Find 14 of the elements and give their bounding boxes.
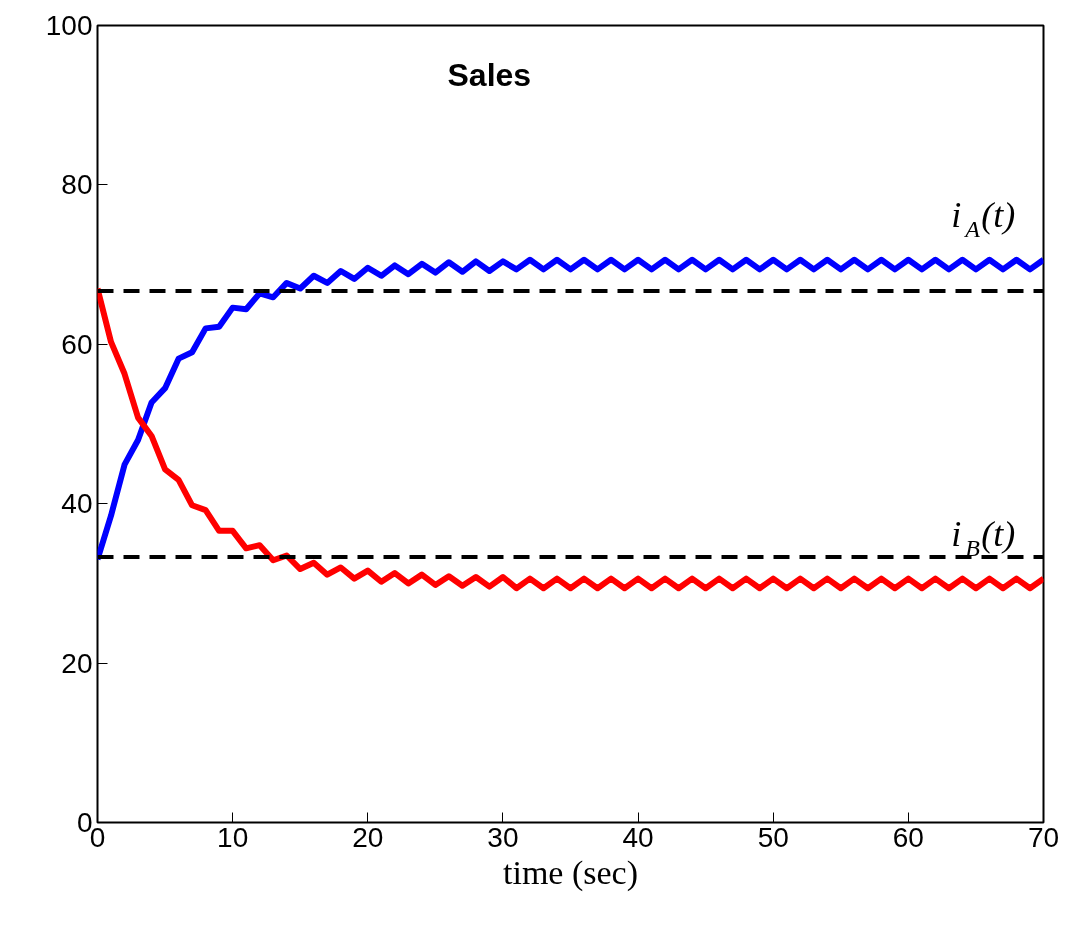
- y-tick-label: 20: [61, 647, 93, 679]
- x-tick-label: 10: [217, 821, 249, 853]
- x-tick-label: 20: [352, 821, 384, 853]
- x-tick-label: 40: [622, 821, 654, 853]
- y-tick-label: 60: [61, 328, 93, 360]
- x-tick-label: 70: [1027, 821, 1060, 853]
- x-tick-label: 50: [757, 821, 789, 853]
- x-axis-title: time (sec): [503, 853, 639, 892]
- x-tick-label: 60: [892, 821, 924, 853]
- y-tick-label: 80: [61, 169, 93, 201]
- y-tick-label: 40: [61, 488, 93, 520]
- x-tick-label: 30: [487, 821, 519, 853]
- text: Sales: [447, 56, 532, 93]
- y-tick-label: 100: [45, 10, 93, 41]
